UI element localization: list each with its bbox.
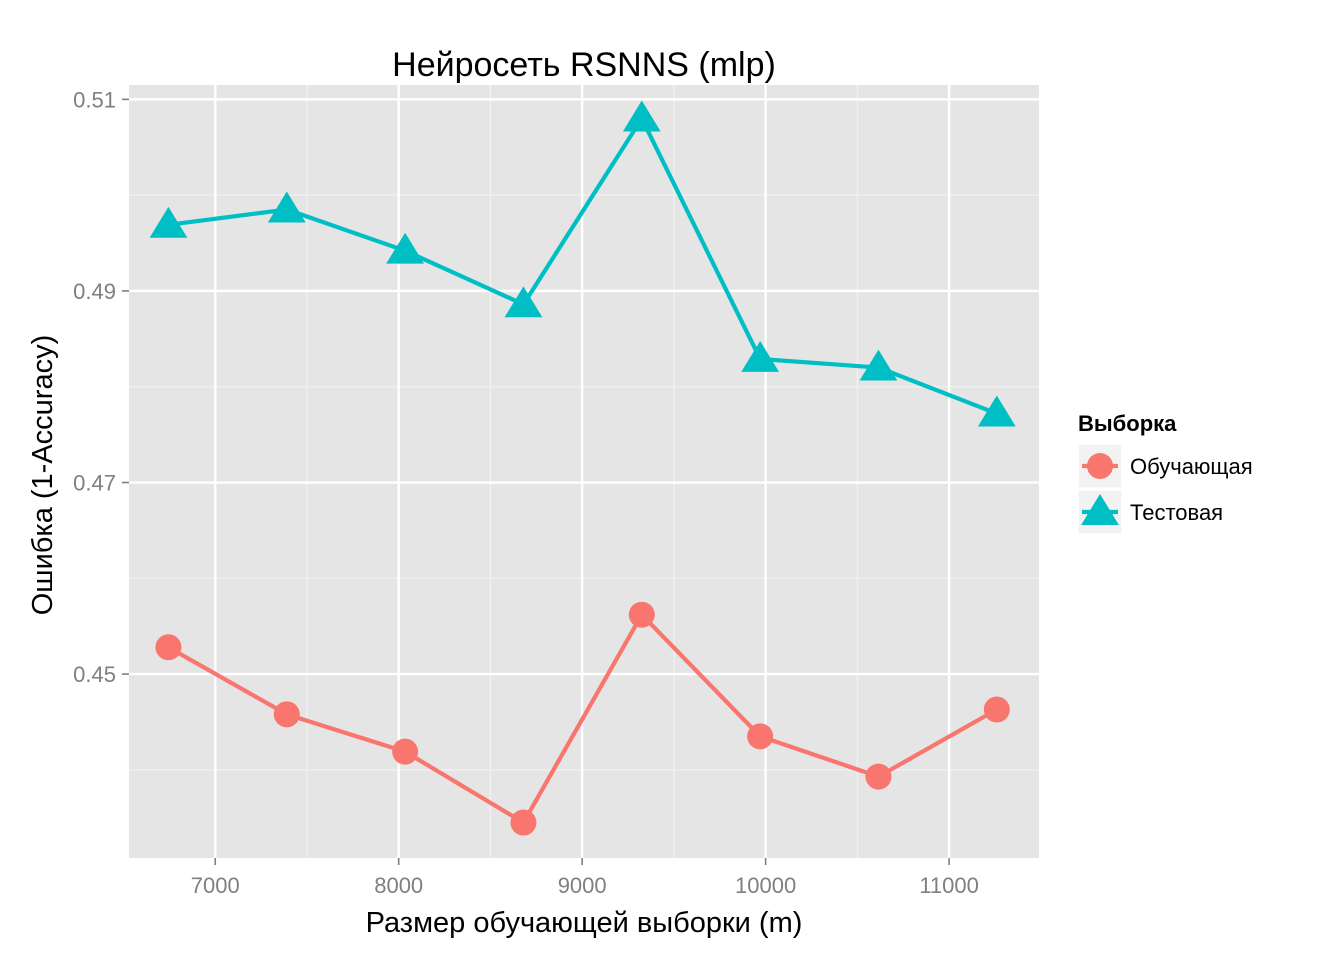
data-point-triangle: [859, 349, 898, 381]
x-axis-ticks: 7000 8000 9000 10000 11000: [191, 858, 979, 898]
x-tick-label: 11000: [919, 873, 979, 898]
data-point-triangle: [267, 191, 306, 223]
legend-label: Обучающая: [1130, 454, 1253, 479]
data-point-triangle: [741, 340, 780, 372]
data-point-triangle: [977, 395, 1016, 427]
y-tick-label: 0.51: [73, 87, 116, 112]
data-point-circle: [865, 763, 892, 790]
series-circle: [155, 601, 1010, 836]
x-tick-label: 8000: [374, 873, 423, 898]
data-point-triangle: [504, 286, 543, 318]
plot-panel: [129, 85, 1039, 858]
legend-label: Тестовая: [1130, 500, 1223, 525]
x-tick-label: 7000: [191, 873, 240, 898]
series-layer: [149, 100, 1016, 836]
data-point-circle: [747, 723, 774, 750]
legend-title: Выборка: [1078, 411, 1177, 436]
data-point-circle: [155, 634, 182, 661]
data-point-triangle: [622, 100, 661, 132]
data-point-circle: [510, 809, 537, 836]
y-tick-label: 0.49: [73, 279, 116, 304]
data-point-circle: [273, 701, 300, 728]
y-tick-label: 0.45: [73, 662, 116, 687]
legend: Выборка Обучающая Тестовая: [1077, 411, 1253, 535]
data-point-circle: [983, 696, 1010, 723]
x-axis-title: Размер обучающей выборки (m): [366, 907, 803, 939]
legend-circle-marker: [1087, 453, 1113, 479]
data-point-circle: [392, 738, 419, 765]
x-tick-label: 10000: [735, 873, 796, 898]
x-tick-label: 9000: [558, 873, 607, 898]
legend-item: Обучающая: [1077, 443, 1253, 489]
y-axis-title: Ошибка (1-Accuracy): [27, 335, 59, 616]
y-tick-label: 0.47: [73, 471, 116, 496]
legend-keys: Обучающая Тестовая: [1077, 443, 1253, 535]
series-line: [166, 612, 999, 825]
data-point-circle: [628, 601, 655, 628]
y-axis-ticks: 0.45 0.47 0.49 0.51: [73, 87, 129, 687]
series-triangle: [149, 100, 1016, 427]
data-point-triangle: [386, 232, 425, 264]
legend-item: Тестовая: [1077, 489, 1223, 535]
chart-title: Нейросеть RSNNS (mlp): [392, 46, 776, 84]
grid-minor: [129, 85, 1039, 858]
data-point-triangle: [149, 206, 188, 238]
legend-triangle-marker: [1081, 494, 1119, 525]
series-line: [166, 116, 999, 416]
